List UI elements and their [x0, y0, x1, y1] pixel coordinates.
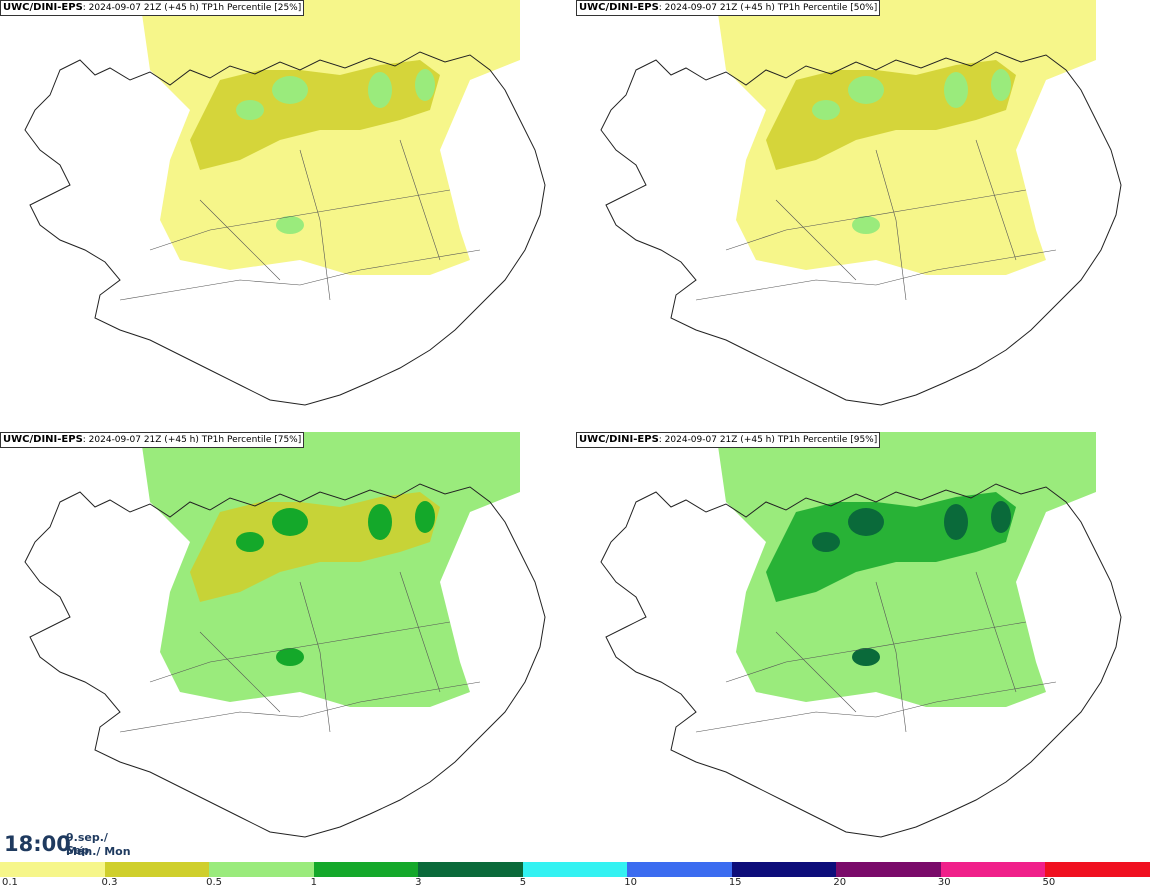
- valid-time-box: 18:00 9.sep./ Sep Mán./ Mon: [0, 826, 132, 862]
- valid-date-line2: Mán./ Mon: [66, 845, 131, 858]
- legend-tick-label: 0.1: [2, 877, 18, 888]
- legend-ticks: 0.1 0.3 0.5 1 3 5 10 15 20 30 50: [0, 877, 1150, 891]
- legend-swatch: [836, 862, 941, 877]
- road-network: [119, 139, 481, 301]
- legend-swatch: [313, 862, 419, 877]
- panel-info: : 2024-09-07 21Z (+45 h) TP1h Percentile…: [82, 3, 302, 13]
- precip-core: [991, 69, 1011, 101]
- map-panel: UWC/DINI-EPS: 2024-09-07 21Z (+45 h) TP1…: [0, 0, 574, 430]
- legend-tick-label: 10: [624, 877, 637, 888]
- valid-time: 18:00: [4, 832, 71, 856]
- model-name: UWC/DINI-EPS: [3, 434, 83, 445]
- precip-core: [236, 532, 264, 552]
- model-name: UWC/DINI-EPS: [3, 2, 83, 13]
- precip-core: [944, 72, 968, 108]
- coastline: [24, 51, 546, 406]
- road-network: [695, 139, 1057, 301]
- legend-tick-label: 0.5: [206, 877, 222, 888]
- panel-info: : 2024-09-07 21Z (+45 h) TP1h Percentile…: [82, 435, 302, 445]
- legend-swatch: [522, 862, 628, 877]
- map-panel: UWC/DINI-EPS: 2024-09-07 21Z (+45 h) TP1…: [0, 432, 574, 862]
- legend-tick-label: 0.3: [101, 877, 118, 888]
- coastline: [600, 51, 1122, 406]
- legend-swatch: [1045, 862, 1150, 877]
- precipitation-map: [24, 0, 546, 406]
- coastline: [24, 483, 546, 838]
- precipitation-map: [600, 0, 1122, 406]
- legend-swatch: [209, 862, 314, 877]
- map-panel: UWC/DINI-EPS: 2024-09-07 21Z (+45 h) TP1…: [576, 0, 1150, 430]
- legend-colorbar: [0, 862, 1150, 877]
- precip-core: [991, 501, 1011, 533]
- precip-core: [415, 69, 435, 101]
- legend-tick-label: 20: [833, 877, 847, 888]
- legend-tick-label: 3: [415, 877, 422, 888]
- legend-tick-label: 1: [310, 877, 317, 888]
- legend-tick-label: 50: [1042, 877, 1056, 888]
- precip-core: [848, 508, 884, 536]
- precip-core: [812, 100, 840, 120]
- precip-core: [272, 508, 308, 536]
- legend-tick-label: 30: [937, 877, 951, 888]
- precip-core: [944, 504, 968, 540]
- panel-title: UWC/DINI-EPS: 2024-09-07 21Z (+45 h) TP1…: [0, 432, 305, 448]
- road-network: [695, 571, 1057, 733]
- legend-tick-label: 5: [519, 877, 527, 888]
- legend-swatch: [627, 862, 732, 877]
- precip-core: [236, 100, 264, 120]
- panel-info: : 2024-09-07 21Z (+45 h) TP1h Percentile…: [658, 435, 878, 445]
- panel-info: : 2024-09-07 21Z (+45 h) TP1h Percentile…: [658, 3, 878, 13]
- map-panel: UWC/DINI-EPS: 2024-09-07 21Z (+45 h) TP1…: [576, 432, 1150, 862]
- precip-core: [852, 648, 880, 666]
- panel-title: UWC/DINI-EPS: 2024-09-07 21Z (+45 h) TP1…: [576, 432, 881, 448]
- legend-swatch: [104, 862, 210, 877]
- panel-title: UWC/DINI-EPS: 2024-09-07 21Z (+45 h) TP1…: [576, 0, 881, 16]
- precip-core: [812, 532, 840, 552]
- model-name: UWC/DINI-EPS: [579, 434, 659, 445]
- precip-core: [368, 72, 392, 108]
- legend-tick-label: 15: [728, 877, 742, 888]
- model-name: UWC/DINI-EPS: [579, 2, 659, 13]
- panel-title: UWC/DINI-EPS: 2024-09-07 21Z (+45 h) TP1…: [0, 0, 305, 16]
- precip-core: [852, 216, 880, 234]
- road-network: [119, 571, 481, 733]
- legend-swatch: [731, 862, 837, 877]
- legend-swatch: [940, 862, 1046, 877]
- legend-swatch: [418, 862, 523, 877]
- precipitation-map: [600, 432, 1122, 838]
- precip-core: [848, 76, 884, 104]
- precip-core: [272, 76, 308, 104]
- precip-core: [368, 504, 392, 540]
- coastline: [600, 483, 1122, 838]
- precipitation-map: [24, 432, 546, 838]
- legend-swatch: [0, 862, 105, 877]
- precip-core: [276, 216, 304, 234]
- valid-date-line1: 9.sep./ Sep: [66, 831, 108, 857]
- precip-core: [276, 648, 304, 666]
- precip-core: [415, 501, 435, 533]
